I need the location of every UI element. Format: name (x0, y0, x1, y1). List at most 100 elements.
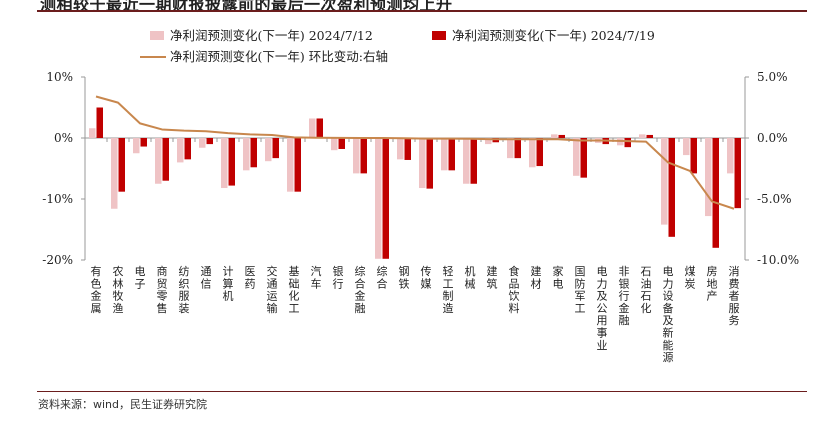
bar-series-a (419, 138, 426, 189)
bar-series-b (558, 134, 565, 138)
bar-series-a (463, 138, 470, 184)
bar-series-a (705, 138, 712, 217)
bar-series-b (514, 138, 521, 159)
category-label: 国防军工 (575, 265, 586, 315)
category-label: 食品饮料 (509, 264, 520, 315)
bar-series-a (727, 138, 734, 174)
bar-series-a (683, 138, 690, 156)
bar-series-b (734, 138, 741, 209)
category-label: 银行 (333, 264, 344, 290)
bar-series-b (646, 134, 653, 138)
category-label: 电子 (135, 265, 146, 290)
bar-series-b (338, 138, 345, 149)
category-label: 有色金属 (91, 264, 102, 315)
bar-series-b (184, 138, 191, 160)
bar-series-a (573, 138, 580, 176)
bar-series-b (118, 138, 125, 192)
bar-series-b (162, 138, 169, 181)
line-series (95, 95, 735, 210)
bar-series-a (111, 138, 118, 209)
category-label: 综合 (377, 264, 388, 290)
category-label: 电力及公用事业 (597, 265, 608, 352)
category-label: 非银行金融 (619, 265, 630, 327)
bar-series-a (287, 138, 294, 192)
bar-series-b (690, 138, 697, 174)
category-label: 农林牧渔 (113, 264, 124, 315)
category-label: 电力设备及新能源 (663, 265, 674, 364)
bar-series-a (485, 138, 492, 145)
bar-series-a (397, 138, 404, 160)
bar-series-a (89, 128, 96, 138)
bar-series-a (199, 138, 206, 148)
category-label: 汽车 (311, 264, 322, 290)
left-tick-label: 10% (46, 70, 73, 84)
right-tick-label: 0.0% (757, 131, 788, 145)
category-label: 机械 (465, 264, 476, 290)
title-rule (37, 10, 807, 12)
category-label: 煤炭 (685, 265, 696, 290)
bar-series-b (712, 138, 719, 248)
bar-series-b (448, 138, 455, 171)
bar-series-b (382, 138, 389, 259)
bar-series-b (96, 107, 103, 138)
category-label: 轻工制造 (443, 264, 454, 315)
category-label: 纺织服装 (179, 264, 190, 315)
legend-label-series-b: 净利润预测变化(下一年) 2024/7/19 (452, 28, 655, 43)
chart: 净利润预测变化(下一年) 2024/7/12 净利润预测变化(下一年) 2024/… (42, 28, 799, 364)
legend-label-series-a: 净利润预测变化(下一年) 2024/7/12 (170, 28, 373, 43)
right-tick-label: 5.0% (757, 70, 788, 84)
category-label: 石油石化 (641, 265, 652, 315)
bar-series-b (272, 138, 279, 159)
bar-series-b (206, 138, 213, 145)
source-note: 资料来源：wind，民生证券研究院 (38, 398, 208, 411)
bar-series-a (441, 138, 448, 171)
bar-series-b (294, 138, 301, 192)
bar-series-a (661, 138, 668, 225)
bar-series-b (140, 138, 147, 147)
category-labels: 有色金属农林牧渔电子商贸零售纺织服装通信计算机医药交通运输基础化工汽车银行综合金… (91, 264, 740, 364)
bar-series-b (426, 138, 433, 189)
category-label: 消费者服务 (729, 264, 740, 327)
bar-series-a (375, 138, 382, 259)
bar-series-a (243, 138, 250, 171)
bar-series-a (529, 138, 536, 168)
bar-series-b (580, 138, 587, 178)
bar-series-a (353, 138, 360, 174)
bar-series-a (331, 138, 338, 151)
category-label: 计算机 (223, 265, 234, 303)
category-label: 传媒 (421, 265, 432, 290)
legend-swatch-series-a (150, 31, 164, 40)
category-label: 房地产 (707, 265, 718, 303)
category-label: 钢铁 (399, 265, 410, 290)
bar-series-b (624, 138, 631, 148)
category-label: 商贸零售 (157, 264, 168, 315)
right-tick-label: -10.0% (757, 253, 799, 267)
bar-series-a (551, 134, 558, 138)
bar-series-a (265, 138, 272, 162)
bar-series-b (536, 138, 543, 167)
category-label: 通信 (201, 265, 212, 290)
category-label: 交通运输 (267, 264, 278, 315)
bar-series-a (177, 138, 184, 163)
category-label: 建材 (531, 264, 542, 290)
bar-series-a (507, 138, 514, 159)
legend-swatch-series-b (432, 31, 446, 40)
bar-series-a (221, 138, 228, 189)
category-label: 基础化工 (289, 265, 300, 315)
bar-series-b (360, 138, 367, 174)
category-label: 综合金融 (355, 264, 366, 315)
left-tick-label: -20% (42, 253, 73, 267)
bar-series-b (316, 118, 323, 138)
bar-series-b (228, 138, 235, 186)
right-tick-label: -5.0% (757, 192, 792, 206)
left-tick-label: 0% (54, 131, 73, 145)
bar-series-b (250, 138, 257, 168)
bar-series-a (639, 134, 646, 138)
legend: 净利润预测变化(下一年) 2024/7/12 净利润预测变化(下一年) 2024/… (140, 28, 655, 64)
category-label: 家电 (553, 264, 564, 290)
category-label: 医药 (245, 265, 256, 290)
line-series-c (95, 95, 735, 210)
legend-label-series-c: 净利润预测变化(下一年) 环比变动:右轴 (170, 49, 388, 64)
left-tick-label: -10% (42, 192, 73, 206)
bar-series-a (309, 118, 316, 138)
